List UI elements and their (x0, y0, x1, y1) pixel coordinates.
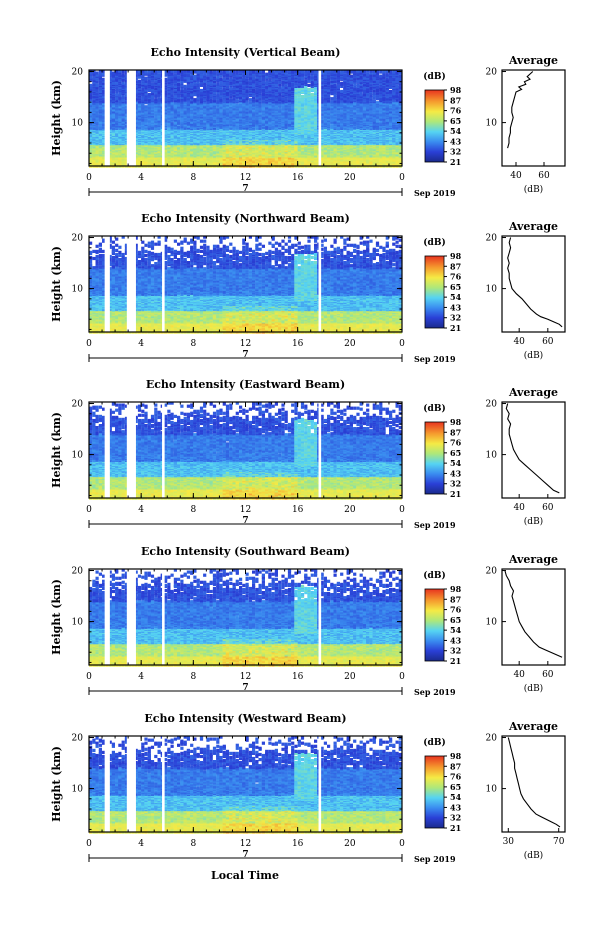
heatmap-cell (223, 78, 226, 81)
heatmap-cell (229, 87, 232, 90)
heatmap-cell (99, 73, 102, 76)
heatmap-cell (184, 85, 187, 88)
heatmap-cell (177, 88, 180, 91)
heatmap-cell (141, 88, 144, 91)
heatmap-cell (200, 89, 203, 92)
heatmap-cell (158, 74, 161, 77)
heatmap-cell (219, 78, 222, 81)
heatmap-cell (193, 75, 196, 78)
heatmap-cell (115, 93, 118, 96)
heatmap-cell (138, 80, 141, 83)
heatmap-cell (99, 87, 102, 90)
heatmap-cell (233, 71, 236, 74)
heatmap-cell (112, 72, 115, 75)
heatmap-cell (229, 71, 232, 74)
heatmap-cell (236, 99, 239, 102)
heatmap-cell (249, 98, 252, 101)
heatmap-cell (177, 126, 180, 129)
heatmap-cell (148, 93, 151, 96)
heatmap-cell (216, 83, 219, 86)
heatmap-cell (174, 74, 177, 77)
heatmap-cell (122, 96, 125, 99)
heatmap-cell (99, 82, 102, 85)
heatmap-cell (138, 112, 141, 115)
echo-intensity-figure: Echo Intensity (Vertical Beam)1020Height… (0, 0, 616, 929)
heatmap-cell (138, 100, 141, 103)
heatmap-cell (193, 98, 196, 101)
heatmap-cell (92, 77, 95, 80)
heatmap-cell (171, 90, 174, 93)
heatmap-cell (96, 126, 99, 129)
heatmap-cell (144, 77, 147, 80)
heatmap-cell (154, 98, 157, 101)
heatmap-cell (210, 71, 213, 74)
heatmap-cell (206, 71, 209, 74)
heatmap-cell (216, 76, 219, 79)
panel-title: Echo Intensity (Vertical Beam) (150, 46, 340, 59)
heatmap-cell (246, 90, 249, 93)
heatmap-cell (216, 94, 219, 97)
heatmap-cell (171, 123, 174, 126)
heatmap-cell (184, 89, 187, 92)
echo-panel-1: Echo Intensity (Vertical Beam)1020Height… (50, 46, 565, 198)
heatmap-cell (223, 88, 226, 91)
heatmap-cell (96, 84, 99, 87)
heatmap-cell (92, 71, 95, 74)
heatmap-cell (177, 76, 180, 79)
heatmap-cell (236, 103, 239, 106)
heatmap-cell (144, 105, 147, 108)
heatmap-cell (249, 101, 252, 104)
heatmap-cell (96, 72, 99, 75)
heatmap-cell (229, 78, 232, 81)
heatmap-cell (206, 77, 209, 80)
heatmap-cell (158, 97, 161, 100)
heatmap-cell (180, 90, 183, 93)
heatmap-cell (122, 74, 125, 77)
heatmap-cell (226, 86, 229, 89)
heatmap-cell (193, 86, 196, 89)
heatmap-cell (187, 85, 190, 88)
heatmap-cell (122, 71, 125, 74)
heatmap-cell (167, 128, 170, 131)
heatmap-cell (223, 71, 226, 74)
heatmap-cell (151, 83, 154, 86)
heatmap-cell (118, 93, 121, 96)
heatmap-cell (122, 82, 125, 85)
heatmap-cell (177, 83, 180, 86)
heatmap-cell (229, 98, 232, 101)
